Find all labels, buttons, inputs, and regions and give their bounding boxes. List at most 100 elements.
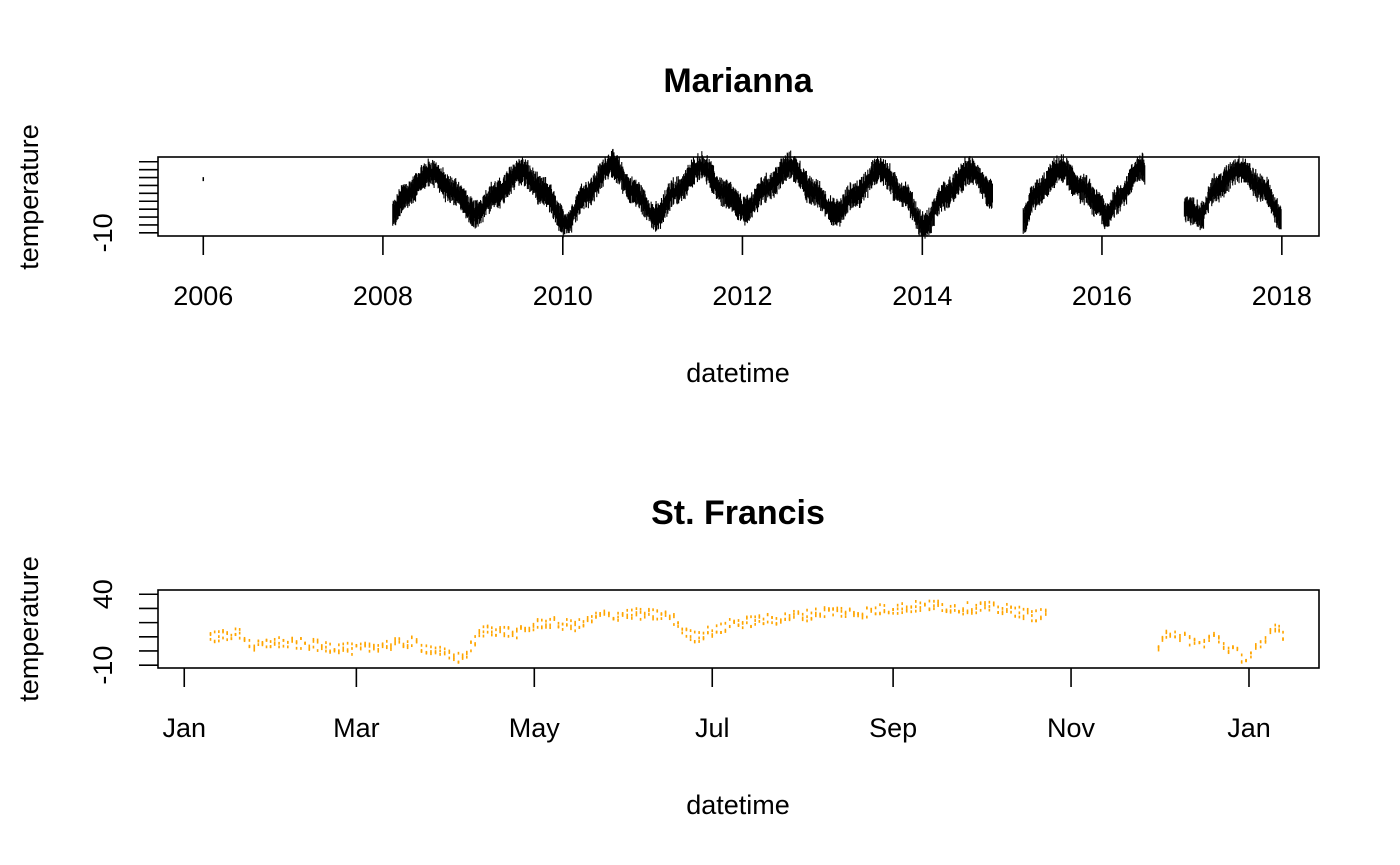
data-point xyxy=(660,617,663,621)
data-point xyxy=(949,610,952,614)
data-point xyxy=(626,613,629,617)
data-point xyxy=(836,609,839,612)
data-point xyxy=(801,612,804,616)
data-point xyxy=(1274,629,1277,633)
data-point xyxy=(664,614,667,617)
data-point xyxy=(230,633,233,637)
data-point xyxy=(320,647,323,651)
data-point xyxy=(287,641,289,644)
data-point xyxy=(698,631,700,634)
data-point xyxy=(595,615,597,619)
data-point xyxy=(652,617,654,621)
data-point xyxy=(1165,635,1168,639)
data-point xyxy=(333,648,336,652)
data-point xyxy=(566,618,568,621)
data-point xyxy=(962,609,964,612)
data-point xyxy=(269,640,272,643)
data-point xyxy=(1254,644,1257,648)
data-point xyxy=(511,634,514,638)
data-point xyxy=(591,615,593,618)
data-point xyxy=(1026,609,1029,613)
data-point xyxy=(528,628,531,632)
data-point xyxy=(226,638,228,642)
data-point xyxy=(312,640,315,643)
data-point xyxy=(1179,633,1181,637)
data-point xyxy=(1274,627,1277,631)
x-axis-label: datetime xyxy=(686,790,790,820)
data-point xyxy=(1040,617,1042,621)
data-point xyxy=(312,637,315,641)
data-point xyxy=(617,615,619,619)
data-point xyxy=(1264,639,1267,643)
data-point xyxy=(1213,631,1215,635)
data-point xyxy=(1188,635,1191,638)
data-point xyxy=(553,618,556,621)
data-point xyxy=(338,649,340,653)
data-point xyxy=(238,636,241,640)
data-point xyxy=(892,611,894,615)
data-point xyxy=(681,631,684,635)
data-point xyxy=(652,608,654,612)
data-point xyxy=(406,644,409,647)
data-point xyxy=(883,604,886,607)
data-point xyxy=(308,644,311,648)
data-point xyxy=(402,644,405,648)
data-point xyxy=(848,608,851,612)
data-point xyxy=(503,632,506,636)
data-point xyxy=(1236,648,1239,652)
data-point xyxy=(901,607,903,611)
data-point xyxy=(520,627,522,630)
data-point xyxy=(711,633,714,637)
data-point xyxy=(988,605,991,608)
data-point xyxy=(626,616,629,620)
data-point xyxy=(461,653,464,657)
data-point xyxy=(439,653,441,656)
data-point xyxy=(828,608,830,611)
data-point xyxy=(702,636,705,639)
data-point xyxy=(420,649,423,652)
data-point xyxy=(673,613,675,616)
data-point xyxy=(975,607,978,610)
data-point xyxy=(430,645,432,649)
data-point xyxy=(631,616,633,620)
data-point xyxy=(1269,631,1272,635)
data-point xyxy=(793,613,795,616)
data-point xyxy=(992,601,995,605)
data-point xyxy=(656,609,659,613)
data-point xyxy=(836,606,839,610)
data-point xyxy=(532,622,535,626)
data-point xyxy=(1222,642,1225,645)
data-point xyxy=(984,601,986,604)
data-point xyxy=(420,643,423,647)
data-point xyxy=(574,629,576,633)
data-point xyxy=(788,614,791,617)
data-point xyxy=(495,628,497,632)
data-point xyxy=(532,625,535,628)
data-point xyxy=(758,614,761,618)
data-point xyxy=(486,630,489,634)
data-point xyxy=(788,618,791,622)
data-point xyxy=(516,629,518,633)
data-point xyxy=(853,612,855,616)
data-point xyxy=(681,627,684,631)
data-point xyxy=(1022,617,1025,621)
data-point xyxy=(448,656,451,660)
data-point xyxy=(887,611,890,615)
data-point xyxy=(779,618,782,622)
data-point xyxy=(626,608,629,612)
data-point xyxy=(853,614,855,618)
data-point xyxy=(222,636,224,640)
data-point xyxy=(762,617,765,621)
data-point xyxy=(545,619,547,623)
data-point xyxy=(754,622,756,626)
data-point xyxy=(561,628,564,631)
data-point xyxy=(355,644,358,648)
data-point xyxy=(342,646,345,650)
data-point xyxy=(234,633,237,637)
data-point xyxy=(566,623,568,627)
data-point xyxy=(1264,636,1267,639)
data-point xyxy=(364,641,366,645)
data-point xyxy=(1018,615,1021,619)
data-point xyxy=(1278,624,1280,628)
data-point xyxy=(503,625,506,629)
